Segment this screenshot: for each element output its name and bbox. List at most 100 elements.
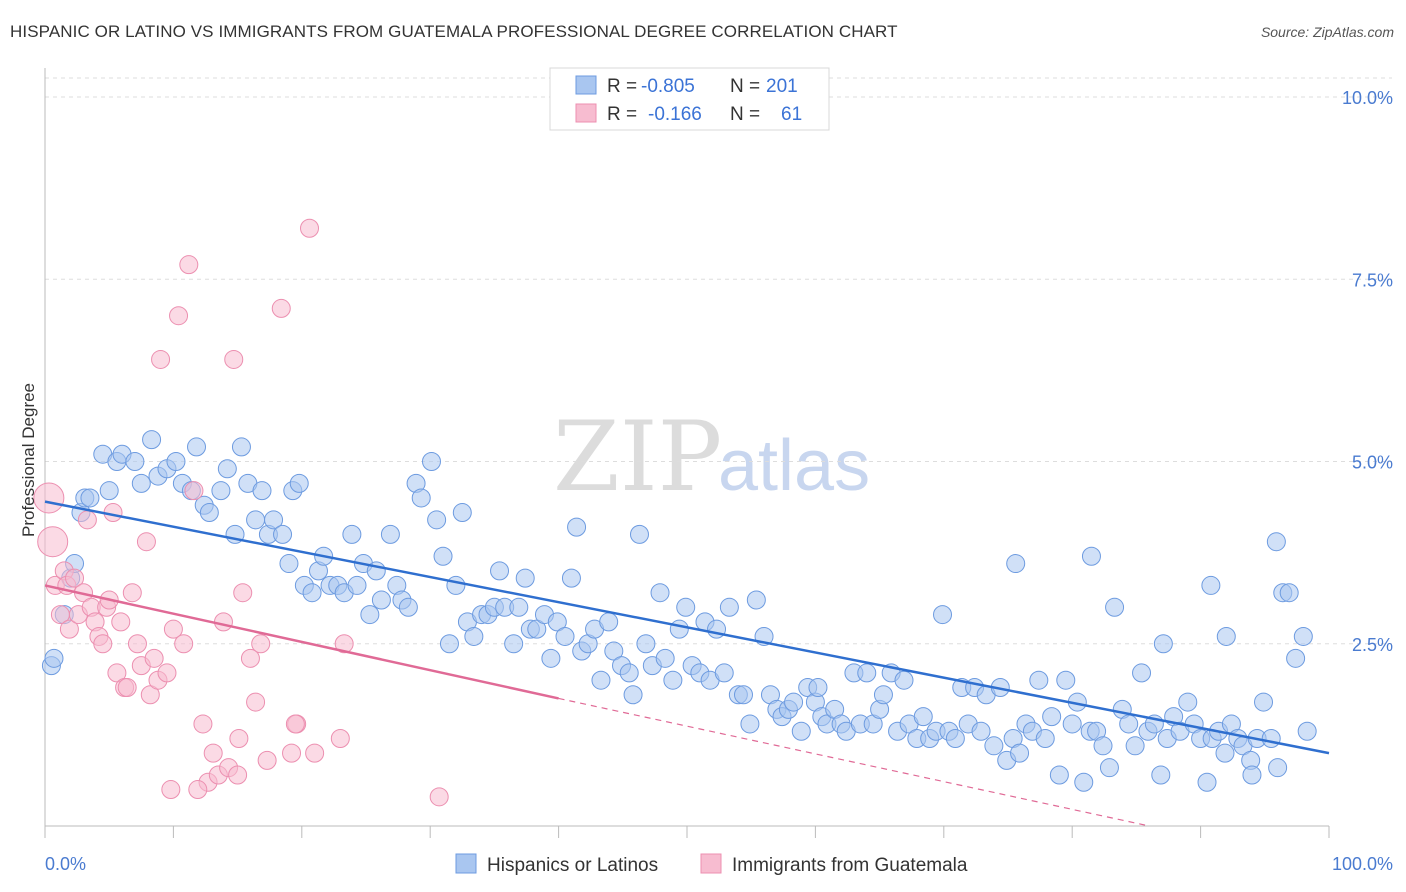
blue-point xyxy=(663,670,683,690)
blue-point xyxy=(231,437,251,457)
bottom-legend-label-pink: Immigrants from Guatemala xyxy=(732,855,968,876)
blue-point xyxy=(808,677,828,697)
blue-point xyxy=(1125,736,1145,756)
blue-point xyxy=(1201,575,1221,595)
pink-point xyxy=(136,532,156,552)
blue-point xyxy=(555,626,575,646)
x-tick-label-min: 0.0% xyxy=(45,854,86,874)
blue-point xyxy=(714,663,734,683)
blue-point xyxy=(984,736,1004,756)
watermark-zip: ZIP xyxy=(553,401,722,513)
pink-point xyxy=(334,634,354,654)
pink-point xyxy=(193,714,213,734)
blue-point xyxy=(504,634,524,654)
legend-swatch-pink xyxy=(575,103,597,123)
blue-point xyxy=(1132,663,1152,683)
pink-point xyxy=(228,765,248,785)
legend-n-value-blue: 201 xyxy=(766,76,798,97)
blue-point xyxy=(1293,626,1313,646)
x-ticks xyxy=(44,826,1330,838)
pink-point xyxy=(251,634,271,654)
blue-point xyxy=(302,583,322,603)
source-credit: Source: ZipAtlas.com xyxy=(1260,24,1394,40)
blue-point xyxy=(252,481,272,501)
blue-point xyxy=(527,619,547,639)
blue-point xyxy=(1286,648,1306,668)
pink-point xyxy=(285,714,305,734)
blue-point xyxy=(1197,772,1217,792)
blue-point xyxy=(567,517,587,537)
pink-point xyxy=(271,298,291,318)
pink-point xyxy=(122,583,142,603)
blue-point xyxy=(1105,597,1125,617)
blue-point xyxy=(1042,707,1062,727)
trend-lines xyxy=(44,500,1330,827)
blue-point xyxy=(1074,772,1094,792)
blue-point xyxy=(1119,714,1139,734)
pink-point xyxy=(127,634,147,654)
bottom-legend-swatch-pink xyxy=(700,853,722,874)
y-tick-label: 7.5% xyxy=(1352,270,1393,290)
chart-title: HISPANIC OR LATINO VS IMMIGRANTS FROM GU… xyxy=(10,22,898,41)
blue-point xyxy=(913,707,933,727)
blue-point xyxy=(264,510,284,530)
blue-point xyxy=(380,524,400,544)
pink-point xyxy=(144,648,164,668)
pink-point xyxy=(282,743,302,763)
blue-point xyxy=(509,597,529,617)
blue-point xyxy=(490,561,510,581)
blue-point xyxy=(211,481,231,501)
blue-point xyxy=(655,648,675,668)
blue-point xyxy=(464,626,484,646)
pink-point xyxy=(240,648,260,668)
trend-line-guatemala xyxy=(44,584,559,700)
blue-point xyxy=(347,575,367,595)
blue-point xyxy=(371,590,391,610)
blue-point xyxy=(246,510,266,530)
legend-r-value-pink: -0.166 xyxy=(648,104,702,125)
pink-point xyxy=(305,743,325,763)
pink-point xyxy=(188,780,208,800)
pink-point xyxy=(111,612,131,632)
pink-point xyxy=(246,692,266,712)
pink-point xyxy=(117,677,137,697)
blue-point xyxy=(421,452,441,471)
pink-point xyxy=(179,255,199,275)
series-hispanics-points xyxy=(41,430,1317,792)
blue-point xyxy=(623,685,643,705)
pink-point xyxy=(224,349,244,369)
blue-point xyxy=(99,481,119,501)
x-tick-label-max: 100.0% xyxy=(1332,854,1393,874)
trend-line-hispanics xyxy=(44,500,1330,755)
blue-point xyxy=(80,488,100,508)
blue-point xyxy=(1035,729,1055,749)
blue-point xyxy=(1056,670,1076,690)
blue-point xyxy=(44,648,64,668)
blue-point xyxy=(131,473,151,493)
pink-point xyxy=(107,663,127,683)
y-axis-label: Professional Degree xyxy=(19,383,38,537)
y-tick-labels: 2.5% 5.0% 7.5% 10.0% xyxy=(1342,88,1393,655)
pink-point xyxy=(161,780,181,800)
blue-point xyxy=(273,524,293,544)
pink-point xyxy=(169,306,189,326)
legend-n-value-pink: 61 xyxy=(781,104,802,125)
blue-point xyxy=(1266,532,1286,552)
watermark-atlas: atlas xyxy=(718,426,870,506)
blue-point xyxy=(945,729,965,749)
blue-point xyxy=(199,503,219,523)
pink-point xyxy=(330,729,350,749)
legend-n-label-pink: N = xyxy=(730,104,760,125)
y-tick-label: 2.5% xyxy=(1352,635,1393,655)
trend-line-guatemala-extension xyxy=(558,697,1150,827)
blue-point xyxy=(629,524,649,544)
pink-point xyxy=(157,663,177,683)
blue-point xyxy=(1178,692,1198,712)
pink-point xyxy=(163,619,183,639)
y-tick-label: 5.0% xyxy=(1352,453,1393,473)
blue-point xyxy=(1254,692,1274,712)
blue-point xyxy=(857,663,877,683)
legend-r-label-blue: R = xyxy=(607,76,637,97)
blue-point xyxy=(1099,758,1119,778)
